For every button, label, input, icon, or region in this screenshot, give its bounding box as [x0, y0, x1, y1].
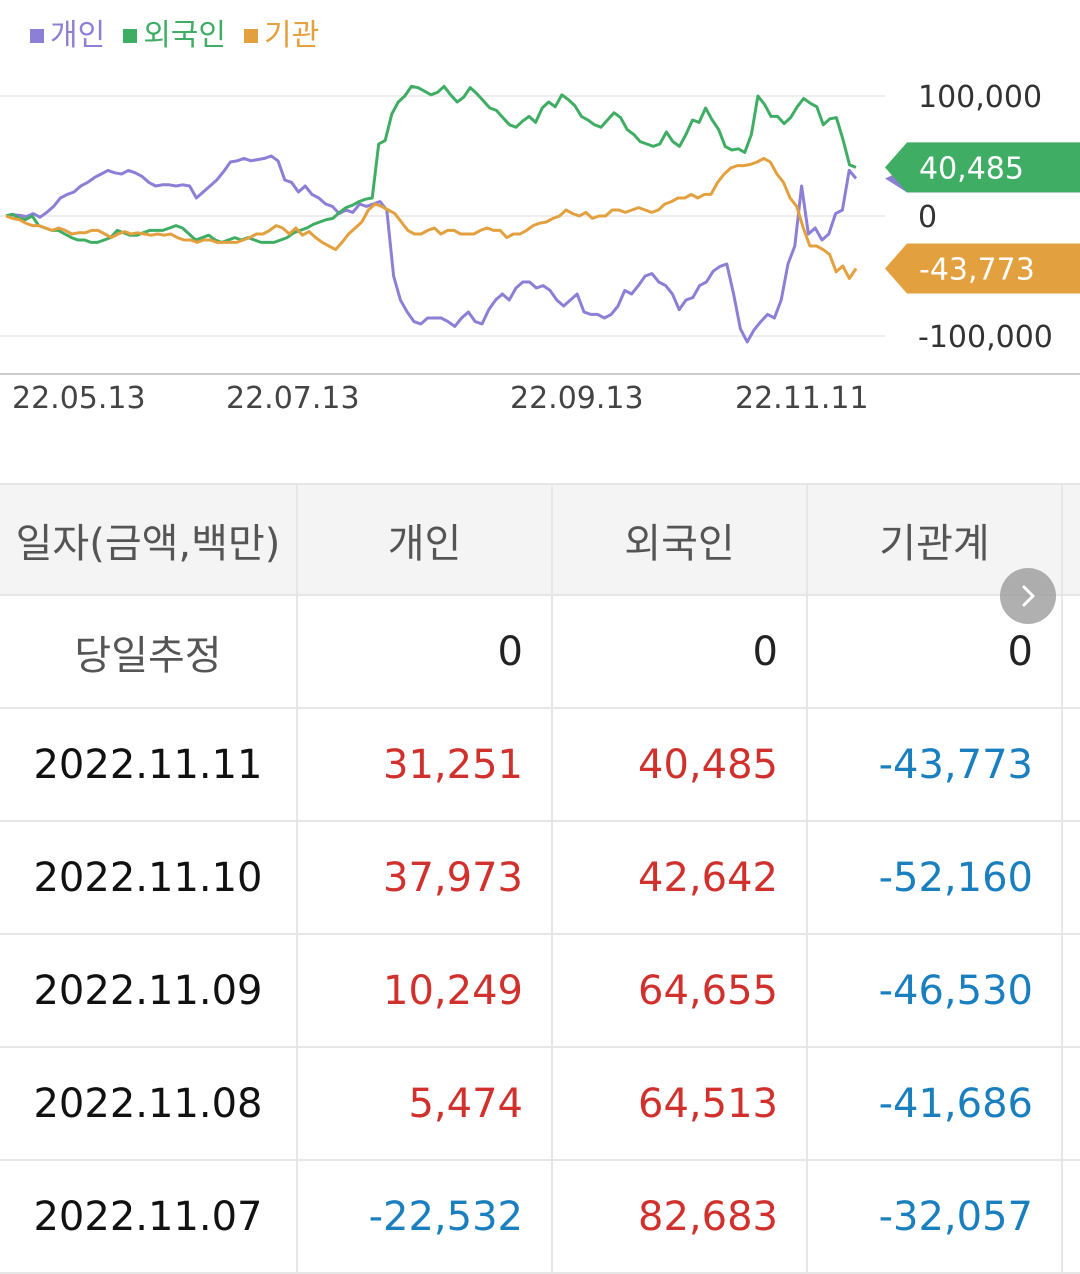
row-individual: 37,973	[298, 822, 553, 933]
row-individual: 31,251	[298, 709, 553, 820]
legend-item-institution[interactable]: 기관	[244, 16, 319, 56]
end-value-tag-2	[885, 243, 1080, 294]
end-value-tag-1	[885, 142, 1080, 193]
header-foreign: 외국인	[553, 485, 808, 594]
x-tick-label: 22.09.13	[510, 381, 644, 416]
x-tick-label: 22.11.11	[735, 381, 869, 416]
row-date: 2022.11.10	[0, 822, 298, 933]
header-individual: 개인	[298, 485, 553, 594]
row-date: 2022.11.11	[0, 709, 298, 820]
table-row[interactable]: 2022.11.07 -22,532 82,683 -32,057	[0, 1161, 1080, 1274]
row-individual: 0	[298, 596, 553, 707]
row-institution: -52,160	[808, 822, 1063, 933]
y-tick-label: -100,000	[918, 320, 1053, 355]
row-foreign: 40,485	[553, 709, 808, 820]
row-foreign: 0	[553, 596, 808, 707]
legend-item-individual[interactable]: 개인	[30, 16, 105, 56]
row-overflow	[1063, 709, 1080, 820]
table-header-row: 일자(금액,백만) 개인 외국인 기관계	[0, 483, 1080, 596]
row-date: 당일추정	[0, 596, 298, 707]
header-institution: 기관계	[808, 485, 1063, 594]
table-row[interactable]: 2022.11.09 10,249 64,655 -46,530	[0, 935, 1080, 1048]
chevron-right-icon	[1022, 585, 1035, 607]
row-institution: -43,773	[808, 709, 1063, 820]
row-date: 2022.11.07	[0, 1161, 298, 1272]
row-institution: 0	[808, 596, 1063, 707]
legend-item-foreign[interactable]: 외국인	[123, 16, 226, 56]
series-line-2	[5, 156, 858, 281]
row-foreign: 42,642	[553, 822, 808, 933]
y-tick-label: 0	[918, 200, 937, 235]
header-overflow	[1063, 485, 1080, 594]
legend-label-individual: 개인	[50, 18, 106, 53]
legend-swatch-institution	[244, 29, 259, 43]
legend-label-institution: 기관	[264, 18, 320, 53]
end-value-label-1: 40,485	[919, 151, 1024, 186]
row-overflow	[1063, 822, 1080, 933]
row-foreign: 64,655	[553, 935, 808, 1046]
legend-label-foreign: 외국인	[143, 18, 227, 53]
series-line-0	[5, 154, 858, 344]
row-overflow	[1063, 1161, 1080, 1272]
row-individual: -22,532	[298, 1161, 553, 1272]
row-individual: 10,249	[298, 935, 553, 1046]
y-tick-label: 100,000	[918, 80, 1042, 115]
row-foreign: 64,513	[553, 1048, 808, 1159]
row-institution: -41,686	[808, 1048, 1063, 1159]
legend-swatch-foreign	[123, 29, 138, 43]
row-overflow	[1063, 935, 1080, 1046]
row-date: 2022.11.08	[0, 1048, 298, 1159]
row-institution: -46,530	[808, 935, 1063, 1046]
legend: 개인 외국인 기관	[30, 16, 319, 56]
table-body: 당일추정 0 0 0 2022.11.11 31,251 40,485 -43,773 2022…	[0, 596, 1080, 1274]
end-value-label-2: -43,773	[919, 253, 1035, 288]
row-date: 2022.11.09	[0, 935, 298, 1046]
row-institution: -32,057	[808, 1161, 1063, 1272]
table-row[interactable]: 당일추정 0 0 0	[0, 596, 1080, 709]
table-row[interactable]: 2022.11.11 31,251 40,485 -43,773	[0, 709, 1080, 822]
legend-swatch-individual	[30, 29, 44, 43]
row-individual: 5,474	[298, 1048, 553, 1159]
x-tick-label: 22.05.13	[12, 381, 146, 416]
row-overflow	[1063, 1048, 1080, 1159]
table-row[interactable]: 2022.11.10 37,973 42,642 -52,160	[0, 822, 1080, 935]
row-overflow	[1063, 596, 1080, 707]
row-foreign: 82,683	[553, 1161, 808, 1272]
series-line-1	[5, 84, 857, 244]
scroll-right-button[interactable]	[1000, 568, 1056, 624]
x-tick-label: 22.07.13	[226, 381, 360, 416]
header-date: 일자(금액,백만)	[0, 485, 298, 594]
table-row[interactable]: 2022.11.08 5,474 64,513 -41,686	[0, 1048, 1080, 1161]
line-chart: 100,000 0 -100,000 22.05.13 22.07.13 22.09.13…	[0, 80, 1080, 416]
investor-trading-table: 일자(금액,백만) 개인 외국인 기관계 당일추정 0 0 0 2022.11.11 31…	[0, 483, 1080, 1274]
